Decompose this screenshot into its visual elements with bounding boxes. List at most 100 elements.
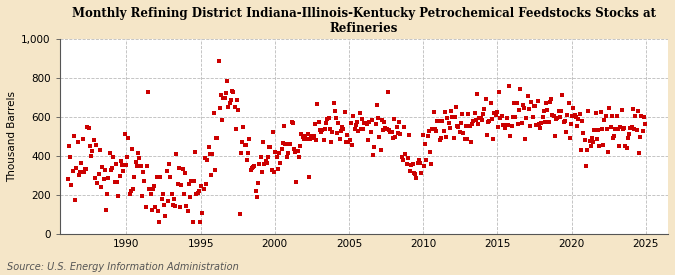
Point: [88, 138, 99, 142]
Point: [504, 84, 514, 89]
Point: [337, 125, 348, 129]
Point: [444, 126, 455, 131]
Point: [261, 161, 272, 166]
Point: [132, 164, 142, 168]
Point: [169, 197, 180, 202]
Point: [640, 122, 651, 126]
Point: [154, 220, 165, 224]
Point: [119, 131, 130, 136]
Point: [170, 204, 181, 208]
Point: [422, 134, 433, 138]
Point: [437, 119, 448, 123]
Point: [539, 109, 549, 113]
Point: [374, 135, 385, 139]
Point: [426, 162, 437, 166]
Point: [431, 129, 441, 133]
Point: [546, 96, 557, 101]
Point: [188, 179, 199, 183]
Point: [347, 143, 358, 148]
Point: [632, 109, 643, 113]
Point: [329, 109, 340, 114]
Point: [105, 150, 115, 155]
Point: [402, 156, 413, 160]
Point: [381, 127, 392, 131]
Point: [193, 189, 204, 194]
Point: [212, 136, 223, 140]
Point: [263, 155, 273, 160]
Point: [115, 159, 126, 163]
Point: [362, 138, 373, 142]
Point: [130, 160, 141, 164]
Point: [319, 127, 330, 131]
Point: [282, 151, 293, 155]
Point: [453, 125, 464, 129]
Point: [464, 123, 475, 128]
Point: [380, 126, 391, 130]
Point: [448, 136, 459, 141]
Point: [442, 116, 453, 120]
Point: [120, 163, 131, 167]
Point: [539, 120, 550, 124]
Point: [275, 160, 286, 165]
Point: [484, 119, 495, 123]
Point: [497, 122, 508, 127]
Point: [579, 138, 590, 142]
Point: [107, 166, 117, 170]
Point: [111, 162, 122, 167]
Point: [82, 125, 93, 130]
Point: [202, 158, 213, 163]
Point: [624, 132, 634, 136]
Point: [502, 123, 513, 127]
Point: [178, 191, 189, 196]
Point: [182, 209, 193, 213]
Point: [478, 112, 489, 116]
Point: [432, 119, 443, 123]
Point: [563, 101, 574, 105]
Point: [524, 106, 535, 111]
Point: [295, 144, 306, 148]
Point: [515, 87, 526, 91]
Point: [254, 161, 265, 166]
Point: [340, 110, 350, 114]
Point: [626, 125, 637, 130]
Point: [206, 173, 217, 177]
Point: [108, 155, 119, 160]
Point: [352, 119, 362, 124]
Point: [386, 130, 397, 134]
Point: [556, 109, 566, 114]
Point: [270, 150, 281, 155]
Point: [573, 117, 584, 121]
Point: [280, 141, 291, 146]
Point: [631, 128, 642, 132]
Point: [285, 142, 296, 147]
Point: [332, 131, 343, 135]
Point: [385, 130, 396, 134]
Point: [105, 168, 116, 172]
Point: [401, 162, 412, 167]
Point: [510, 115, 520, 119]
Point: [76, 161, 86, 166]
Point: [215, 93, 226, 97]
Point: [197, 210, 208, 215]
Point: [474, 116, 485, 120]
Point: [578, 130, 589, 135]
Point: [335, 128, 346, 133]
Point: [355, 126, 366, 131]
Point: [196, 184, 207, 188]
Point: [594, 144, 605, 148]
Point: [288, 120, 298, 125]
Point: [96, 185, 107, 189]
Point: [200, 156, 211, 161]
Point: [529, 104, 539, 109]
Point: [456, 121, 466, 125]
Point: [608, 136, 618, 140]
Point: [124, 192, 135, 196]
Point: [460, 124, 471, 128]
Point: [429, 127, 440, 131]
Point: [185, 194, 196, 199]
Point: [470, 118, 481, 122]
Point: [433, 119, 444, 123]
Point: [260, 159, 271, 163]
Point: [95, 148, 105, 153]
Point: [514, 108, 524, 112]
